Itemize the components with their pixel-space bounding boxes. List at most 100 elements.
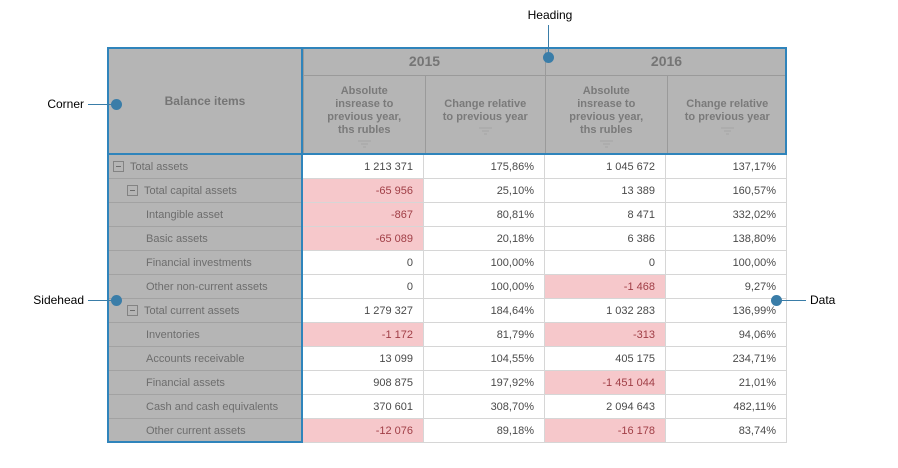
data-cell[interactable]: 197,92%: [424, 371, 545, 395]
data-cell[interactable]: 0: [303, 275, 424, 299]
column-header-change-2016[interactable]: Change relative to previous year: [666, 76, 788, 155]
data-cell[interactable]: 370 601: [303, 395, 424, 419]
sidehead-row-total-current-assets[interactable]: Total current assets: [107, 299, 303, 323]
data-cell[interactable]: 332,02%: [666, 203, 787, 227]
column-header-absolute-2016[interactable]: Absolute insrease to previous year, ths …: [546, 76, 667, 155]
data-row: -1 172 81,79% -313 94,06%: [303, 323, 787, 347]
sidehead-label: Other current assets: [146, 425, 246, 437]
callout-line: [88, 300, 113, 301]
data-cell[interactable]: -16 178: [545, 419, 666, 443]
data-cell[interactable]: 6 386: [545, 227, 666, 251]
data-cell[interactable]: 13 389: [545, 179, 666, 203]
sidehead-row-total-assets[interactable]: Total assets: [107, 155, 303, 179]
data-cell[interactable]: -1 468: [545, 275, 666, 299]
column-header-label: Change relative to previous year: [442, 97, 528, 123]
data-cell[interactable]: 234,71%: [666, 347, 787, 371]
data-cell[interactable]: -1 172: [303, 323, 424, 347]
data-cell[interactable]: 100,00%: [666, 251, 787, 275]
data-row: 0 100,00% -1 468 9,27%: [303, 275, 787, 299]
data-cell[interactable]: 308,70%: [424, 395, 545, 419]
data-cell[interactable]: 482,11%: [666, 395, 787, 419]
sidehead-label: Total assets: [130, 160, 189, 173]
data-cell[interactable]: 1 032 283: [545, 299, 666, 323]
data-cell[interactable]: 184,64%: [424, 299, 545, 323]
data-cell[interactable]: 104,55%: [424, 347, 545, 371]
data-cell[interactable]: 137,17%: [666, 155, 787, 179]
data-row: 370 601 308,70% 2 094 643 482,11%: [303, 395, 787, 419]
column-header-absolute-2015[interactable]: Absolute insrease to previous year, ths …: [304, 76, 425, 155]
data-cell[interactable]: 405 175: [545, 347, 666, 371]
data-cell[interactable]: 8 471: [545, 203, 666, 227]
data-cell[interactable]: 136,99%: [666, 299, 787, 323]
data-cell[interactable]: 1 279 327: [303, 299, 424, 323]
column-header-change-2015[interactable]: Change relative to previous year: [424, 76, 546, 155]
data-cell[interactable]: 25,10%: [424, 179, 545, 203]
data-cell[interactable]: 89,18%: [424, 419, 545, 443]
data-cell[interactable]: 13 099: [303, 347, 424, 371]
sidehead-label: Cash and cash equivalents: [146, 400, 279, 413]
data-cell[interactable]: 80,81%: [424, 203, 545, 227]
data-cell[interactable]: -867: [303, 203, 424, 227]
data-row: 908 875 197,92% -1 451 044 21,01%: [303, 371, 787, 395]
subcolumns-2015: Absolute insrease to previous year, ths …: [304, 76, 545, 155]
callout-line: [781, 300, 806, 301]
data-cell[interactable]: 100,00%: [424, 251, 545, 275]
data-cell[interactable]: -65 956: [303, 179, 424, 203]
sidehead-row-basic-assets[interactable]: Basic assets: [107, 227, 303, 251]
filter-icon[interactable]: [478, 126, 492, 135]
sidehead-row-total-capital-assets[interactable]: Total capital assets: [107, 179, 303, 203]
data-cell[interactable]: 138,80%: [666, 227, 787, 251]
sidehead-row-other-non-current-assets[interactable]: Other non-current assets: [107, 275, 303, 299]
sidehead-row-inventories[interactable]: Inventories: [107, 323, 303, 347]
collapse-icon[interactable]: [127, 185, 138, 196]
sidehead-row-financial-investments[interactable]: Financial investments: [107, 251, 303, 275]
collapse-icon[interactable]: [113, 161, 124, 172]
sidehead-row-accounts-receivable[interactable]: Accounts receivable: [107, 347, 303, 371]
callout-line: [88, 104, 113, 105]
data-row: -867 80,81% 8 471 332,02%: [303, 203, 787, 227]
data-cell[interactable]: 81,79%: [424, 323, 545, 347]
callout-dot-heading: [543, 52, 554, 63]
column-group-header-2015[interactable]: 2015: [304, 47, 545, 76]
data-cell[interactable]: -1 451 044: [545, 371, 666, 395]
data-cell[interactable]: 100,00%: [424, 275, 545, 299]
column-group-header-2016[interactable]: 2016: [546, 47, 787, 76]
heading-area: Balance items 2015 Absolute insrease to …: [107, 47, 787, 155]
data-cell[interactable]: 160,57%: [666, 179, 787, 203]
data-cell[interactable]: 0: [303, 251, 424, 275]
data-cell[interactable]: 83,74%: [666, 419, 787, 443]
data-cell[interactable]: 908 875: [303, 371, 424, 395]
data-area: 1 213 371 175,86% 1 045 672 137,17% -65 …: [303, 155, 787, 443]
data-cell[interactable]: 0: [545, 251, 666, 275]
data-cell[interactable]: 1 045 672: [545, 155, 666, 179]
data-row: -65 089 20,18% 6 386 138,80%: [303, 227, 787, 251]
sidehead-label: Financial investments: [146, 256, 252, 269]
data-cell[interactable]: 20,18%: [424, 227, 545, 251]
filter-icon[interactable]: [357, 139, 371, 148]
corner-cell[interactable]: Balance items: [107, 47, 303, 155]
column-header-label: Absolute insrease to previous year, ths …: [569, 84, 644, 136]
callout-label-sidehead: Sidehead: [33, 293, 84, 307]
callout-label-heading: Heading: [527, 8, 573, 22]
data-cell[interactable]: 9,27%: [666, 275, 787, 299]
collapse-icon[interactable]: [127, 305, 138, 316]
column-header-label: Absolute insrease to previous year, ths …: [327, 84, 402, 136]
data-cell[interactable]: 2 094 643: [545, 395, 666, 419]
sidehead-row-cash-and-cash-equivalents[interactable]: Cash and cash equivalents: [107, 395, 303, 419]
data-cell[interactable]: -65 089: [303, 227, 424, 251]
filter-icon[interactable]: [720, 126, 734, 135]
data-cell[interactable]: 175,86%: [424, 155, 545, 179]
data-cell[interactable]: -12 076: [303, 419, 424, 443]
sidehead-row-other-current-assets[interactable]: Other current assets: [107, 419, 303, 443]
data-cell[interactable]: 94,06%: [666, 323, 787, 347]
data-cell[interactable]: 1 213 371: [303, 155, 424, 179]
data-cell[interactable]: -313: [545, 323, 666, 347]
sidehead-area: Total assets Total capital assets Intang…: [107, 155, 303, 443]
sidehead-row-financial-assets[interactable]: Financial assets: [107, 371, 303, 395]
sidehead-label: Accounts receivable: [146, 352, 245, 365]
filter-icon[interactable]: [599, 139, 613, 148]
data-row: -12 076 89,18% -16 178 83,74%: [303, 419, 787, 443]
data-cell[interactable]: 21,01%: [666, 371, 787, 395]
callout-line: [548, 25, 549, 53]
sidehead-row-intangible-asset[interactable]: Intangible asset: [107, 203, 303, 227]
